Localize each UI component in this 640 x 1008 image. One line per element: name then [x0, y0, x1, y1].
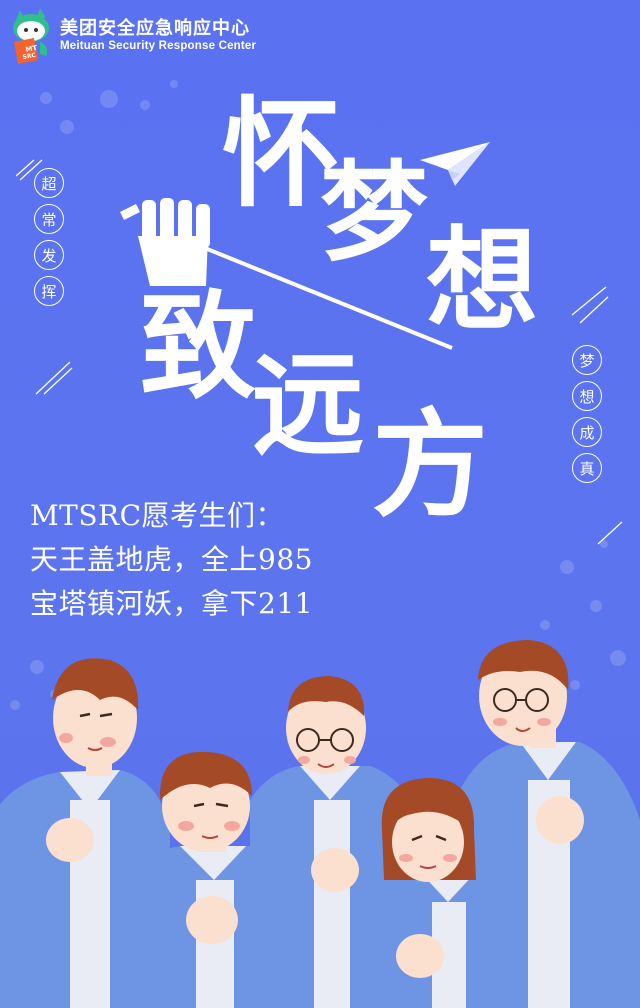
students-illustration: [0, 0, 640, 1008]
poster: MT SRC 美团安全应急响应中心 Meituan Security Respo…: [0, 0, 640, 1008]
